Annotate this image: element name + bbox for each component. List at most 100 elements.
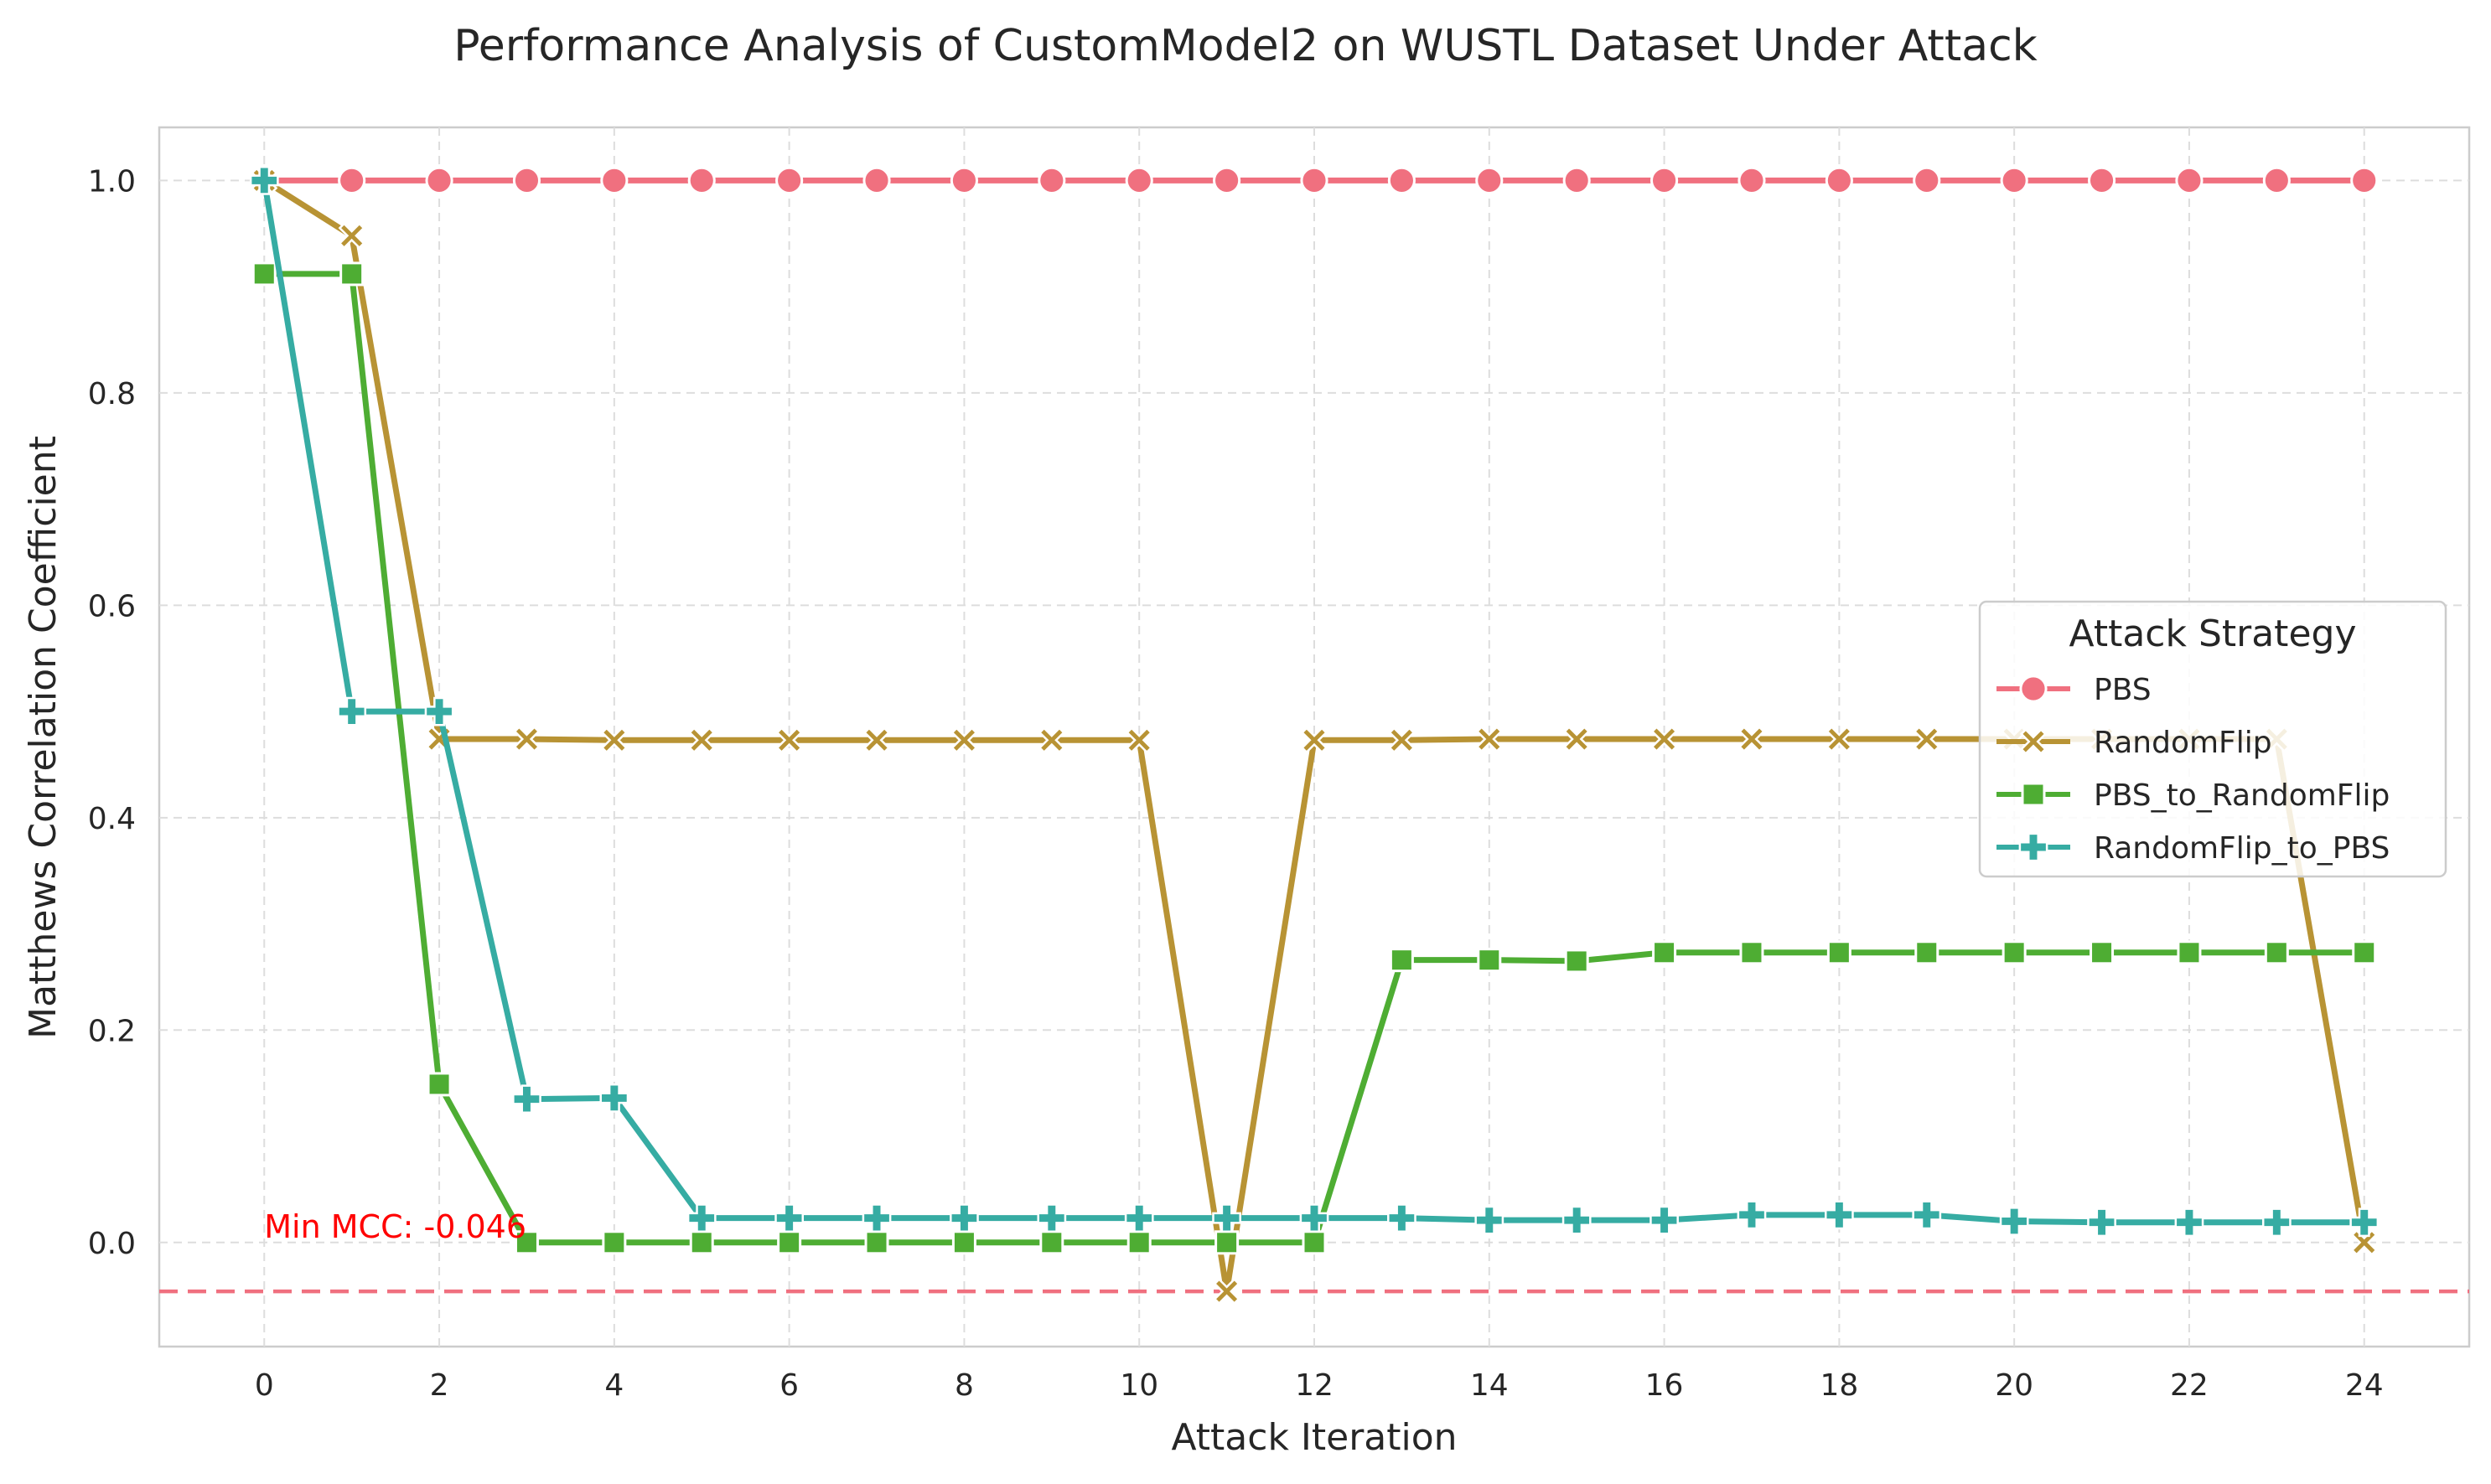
x-tick-labels: 0 2 4 6 8 10 12 14 16 18 20 22 24 bbox=[255, 1368, 2384, 1403]
chart-title: Performance Analysis of CustomModel2 on … bbox=[453, 21, 2038, 71]
data-point bbox=[1913, 725, 1940, 753]
x-tick-label: 6 bbox=[779, 1368, 799, 1403]
data-point bbox=[1999, 1207, 2029, 1236]
data-point bbox=[1737, 1200, 1767, 1230]
data-point bbox=[1475, 166, 1504, 194]
y-tick-label: 0.6 bbox=[88, 589, 136, 623]
data-point bbox=[1214, 1230, 1240, 1255]
data-point bbox=[862, 1203, 892, 1233]
y-tick-label: 0.4 bbox=[88, 802, 136, 836]
data-point bbox=[1039, 1230, 1064, 1255]
legend-box bbox=[1978, 600, 2447, 878]
data-point bbox=[1824, 1200, 1854, 1230]
data-point bbox=[775, 726, 803, 754]
data-point bbox=[950, 726, 978, 754]
data-point bbox=[425, 166, 453, 194]
data-point bbox=[1212, 1203, 1241, 1233]
x-tick-label: 2 bbox=[430, 1368, 449, 1403]
x-tick-label: 20 bbox=[1995, 1368, 2033, 1403]
data-point bbox=[1037, 1203, 1067, 1233]
legend-label: RandomFlip_to_PBS bbox=[2094, 831, 2390, 866]
legend-items: PBS RandomFlip PBS_to_RandomFlip RandomFlip… bbox=[1996, 673, 2390, 866]
data-point bbox=[1563, 725, 1591, 753]
y-tick-labels: 0.0 0.2 0.4 0.6 0.8 1.0 bbox=[88, 164, 136, 1260]
data-point bbox=[2087, 1207, 2116, 1238]
y-tick-label: 0.0 bbox=[88, 1227, 136, 1261]
data-point bbox=[2261, 1207, 2292, 1238]
data-point bbox=[2177, 940, 2202, 965]
x-axis-label: Attack Iteration bbox=[1171, 1416, 1457, 1459]
legend-item: PBS_to_RandomFlip bbox=[1996, 778, 2390, 813]
data-point bbox=[1126, 1230, 1152, 1255]
data-point bbox=[1649, 1205, 1679, 1235]
legend-item: PBS bbox=[1996, 673, 2152, 707]
data-point bbox=[2002, 940, 2027, 965]
y-tick-label: 0.8 bbox=[88, 377, 136, 411]
x-tick-label: 24 bbox=[2345, 1368, 2384, 1403]
y-tick-label: 0.2 bbox=[88, 1014, 136, 1048]
data-point bbox=[1477, 948, 1502, 973]
data-point bbox=[599, 1083, 629, 1113]
legend-item: RandomFlip_to_PBS bbox=[1996, 831, 2390, 866]
data-point bbox=[514, 1230, 539, 1255]
data-point bbox=[686, 1203, 717, 1233]
data-point bbox=[2264, 940, 2289, 965]
data-point bbox=[864, 1230, 889, 1255]
data-point bbox=[338, 222, 365, 250]
data-point bbox=[1562, 166, 1591, 194]
data-point bbox=[688, 726, 716, 754]
data-point bbox=[1038, 166, 1066, 194]
data-point bbox=[1125, 166, 1153, 194]
data-point bbox=[1561, 1205, 1592, 1235]
data-point bbox=[2018, 832, 2048, 862]
data-point bbox=[1300, 726, 1328, 754]
x-tick-label: 4 bbox=[604, 1368, 624, 1403]
data-point bbox=[1300, 166, 1328, 194]
data-point bbox=[1826, 940, 1851, 965]
data-point bbox=[2000, 166, 2028, 194]
data-point bbox=[2087, 166, 2116, 194]
data-point bbox=[1213, 166, 1241, 194]
data-point bbox=[1912, 1200, 1942, 1230]
data-point bbox=[338, 166, 366, 194]
data-point bbox=[1389, 948, 1414, 973]
data-point bbox=[862, 166, 891, 194]
data-point bbox=[1302, 1230, 1327, 1255]
series-PBS_to_RandomFlip bbox=[251, 261, 2377, 1255]
legend-label: PBS_to_RandomFlip bbox=[2094, 778, 2390, 813]
legend: Attack Strategy PBS RandomFlip PBS_to_Rand… bbox=[1978, 600, 2447, 878]
data-point bbox=[2350, 1228, 2378, 1256]
data-point bbox=[2021, 782, 2046, 807]
legend-title: Attack Strategy bbox=[2069, 613, 2357, 655]
series-RandomFlip_to_PBS bbox=[249, 166, 2380, 1238]
data-point bbox=[339, 261, 365, 287]
y-axis-label: Matthews Correlation Coefficient bbox=[22, 436, 65, 1039]
data-point bbox=[2174, 1207, 2204, 1238]
data-point bbox=[1475, 725, 1503, 753]
data-point bbox=[600, 726, 628, 754]
data-point bbox=[1913, 166, 1941, 194]
data-point bbox=[1038, 726, 1065, 754]
data-point bbox=[1387, 166, 1416, 194]
data-point bbox=[1826, 725, 1853, 753]
x-tick-label: 18 bbox=[1820, 1368, 1858, 1403]
data-point bbox=[1474, 1205, 1504, 1235]
series-group bbox=[249, 166, 2380, 1306]
data-point bbox=[2352, 940, 2377, 965]
data-point bbox=[2262, 166, 2291, 194]
data-point bbox=[2350, 166, 2379, 194]
series-RandomFlip bbox=[251, 167, 2378, 1306]
data-point bbox=[337, 696, 367, 726]
data-point bbox=[774, 1203, 805, 1233]
data-point bbox=[1737, 725, 1766, 753]
x-tick-label: 14 bbox=[1470, 1368, 1509, 1403]
x-tick-label: 10 bbox=[1120, 1368, 1158, 1403]
data-point bbox=[1739, 940, 1764, 965]
data-point bbox=[1650, 725, 1678, 753]
legend-item: RandomFlip bbox=[1996, 726, 2272, 760]
data-point bbox=[512, 166, 541, 194]
data-point bbox=[1126, 726, 1153, 754]
legend-label: RandomFlip bbox=[2094, 726, 2272, 760]
x-tick-label: 12 bbox=[1295, 1368, 1334, 1403]
data-point bbox=[689, 1230, 714, 1255]
